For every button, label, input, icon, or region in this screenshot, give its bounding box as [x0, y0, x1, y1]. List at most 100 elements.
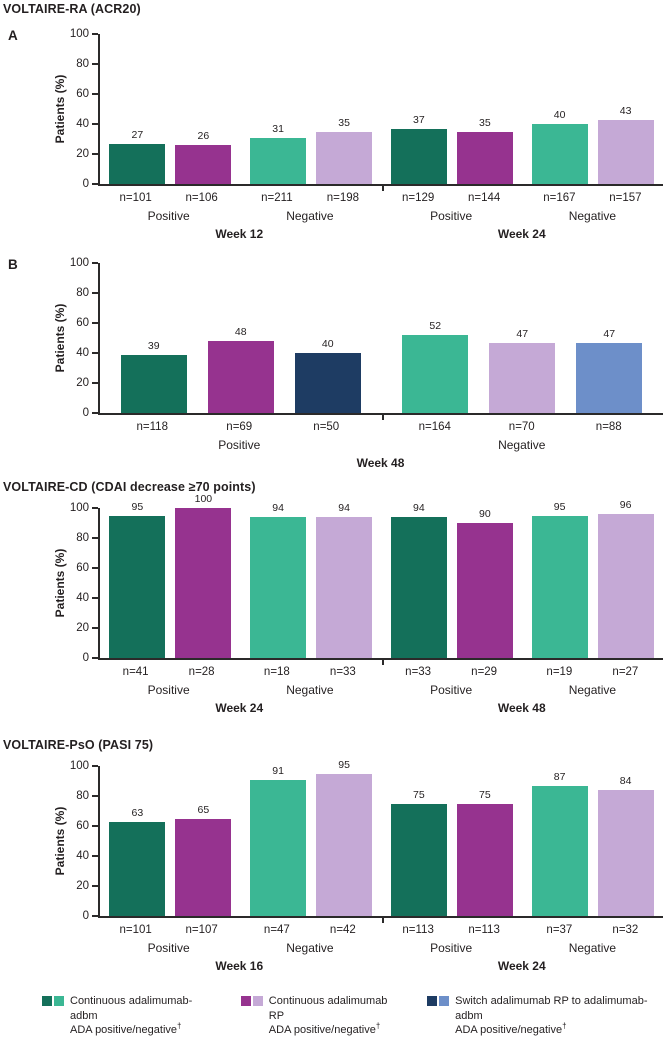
week-labels-row: Week 16 Week 24	[98, 959, 663, 973]
y-tick-label: 60	[76, 562, 89, 574]
bar-n-label: n=144	[467, 192, 501, 204]
subgroup-bars: 40 43	[531, 105, 654, 184]
plot-area-wrap: 63 65 91 95 75 75 87 84 n=101 n=107 n=47 n=42 n=113 n…	[92, 759, 664, 973]
x-axis-divider-tick	[381, 186, 384, 191]
y-axis-tick-labels: 0 20 40 60 80 100	[64, 760, 98, 973]
y-axis-title-column: Patients (%)	[0, 508, 67, 715]
week-group-n-labels: n=101 n=106 n=211 n=198	[98, 192, 381, 205]
y-axis-tick-labels: 0 20 40 60 80 100	[64, 257, 98, 470]
bar-n-label: n=19	[546, 666, 573, 678]
y-axis-tick-labels: 0 20 40 60 80 100	[64, 28, 98, 241]
legend-entry: Continuous adalimumab RP ADA positive/neg…	[240, 994, 401, 1038]
legend-label-line2-text: ADA positive/negative	[70, 1024, 178, 1037]
legend-label-line2-text: ADA positive/negative	[268, 1024, 376, 1037]
subgroup-bars: 94 94	[250, 502, 373, 658]
bar-rp_neg: 84	[597, 775, 654, 916]
bar-adbm_neg: 52	[402, 320, 469, 413]
subgroup-bars: 52 47 47	[402, 320, 643, 413]
bar-n-label: n=27	[612, 666, 639, 678]
bar-n-label: n=106	[185, 192, 218, 204]
y-tick-label: 80	[76, 532, 89, 544]
x-axis-line	[98, 413, 663, 415]
week-group: 75 75 87 84	[382, 766, 664, 916]
week-group: 63 65 91 95	[100, 759, 382, 916]
subgroup-bars: 94 90	[390, 502, 513, 658]
bar-n-label: n=69	[226, 421, 253, 433]
y-tick-label: 0	[82, 910, 89, 922]
subgroup-label: Negative	[568, 209, 617, 223]
y-tick-label: 40	[76, 118, 89, 130]
subgroup-n-labels: n=113 n=113	[390, 924, 512, 937]
plot-area: 95 100 94 94 94 90 95 96	[92, 493, 663, 665]
bar-n-label: n=164	[418, 421, 451, 433]
subgroup-bars: 91 95	[250, 759, 373, 916]
bar-value-label: 63	[131, 806, 144, 819]
y-axis-tick	[92, 537, 98, 539]
bar-n-label: n=42	[329, 924, 356, 936]
bar-value-label: 52	[429, 320, 442, 332]
dagger-symbol: †	[562, 1021, 567, 1031]
bar-adbm_neg: 91	[250, 765, 307, 916]
subgroup-n-labels: n=41 n=28	[108, 666, 230, 679]
bar-n-label: n=50	[313, 421, 340, 433]
week-label: Week 48	[497, 701, 546, 715]
bar-value-label: 84	[619, 775, 632, 787]
dagger-symbol: †	[375, 1021, 381, 1031]
legend-label-line1: Continuous adalimumab-adbm	[70, 995, 193, 1022]
subgroup-n-labels: n=37 n=32	[531, 924, 653, 937]
bar-n-label: n=167	[543, 192, 576, 204]
y-tick-label: 80	[76, 287, 89, 299]
bar-value-label: 95	[131, 500, 144, 513]
subgroup-label: Negative	[286, 941, 334, 955]
bar-value-label: 94	[413, 502, 425, 514]
y-axis-tick	[92, 352, 98, 354]
bar-n-label: n=118	[136, 421, 168, 433]
bar-value-label: 40	[553, 109, 566, 121]
subgroup-n-labels: n=101 n=107	[108, 924, 230, 937]
bar-rp_neg: 94	[316, 502, 373, 658]
bar-value-label: 94	[272, 502, 284, 514]
chart-voltaire-pso: VOLTAIRE-PsO (PASI 75) Patients (%) 0 20 40 6…	[0, 738, 672, 973]
subgroup-bars: 95 96	[531, 499, 654, 658]
plot-area-wrap: 39 48 40 52 47 47 n=118 n=69 n=50 n=164 n=70 n=88 Po…	[92, 262, 663, 470]
y-tick-label: 60	[76, 820, 89, 832]
bar-rp_pos: 26	[175, 130, 232, 184]
bar-value-label: 95	[338, 758, 350, 771]
subgroup-n-labels: n=101 n=106	[108, 192, 230, 205]
legend-swatch-adbm-neg-icon	[54, 996, 64, 1006]
bar-n-label: n=198	[326, 192, 360, 204]
y-tick-label: 20	[76, 622, 89, 634]
x-axis-divider-tick	[381, 415, 384, 420]
subgroup-n-labels: n=211 n=198	[249, 192, 371, 205]
legend-swatch-switch-pos-icon	[427, 996, 438, 1006]
x-axis-line	[98, 916, 663, 918]
y-axis-tick	[92, 412, 98, 414]
section-title: VOLTAIRE-RA (ACR20)	[3, 2, 141, 16]
subgroup-bars: 63 65	[109, 804, 232, 916]
bar-adbm_neg: 31	[250, 123, 307, 184]
y-tick-label: 20	[76, 377, 89, 389]
subgroup-bars: 37 35	[390, 114, 513, 184]
chart-voltaire-cd: VOLTAIRE-CD (CDAI decrease ≥70 points) Pa…	[0, 480, 672, 715]
week-group-sublabels: Positive Negative	[381, 209, 664, 223]
x-axis-line	[98, 184, 663, 186]
week-labels-row: Week 12 Week 24	[98, 227, 663, 241]
subgroup-label: Positive	[430, 941, 473, 955]
week-group: 37 35 40 43	[382, 34, 664, 184]
legend-label-line2: ADA positive/negative†	[268, 1021, 401, 1038]
y-axis-tick	[92, 657, 98, 659]
week-label: Week 12	[215, 227, 264, 241]
week-label: Week 24	[497, 227, 546, 241]
subgroup-label: Negative	[286, 209, 334, 223]
chart-voltaire-ra-panel-b: B Patients (%) 0 20 40 60 80 100 39 48 40 52 47 47 n=1…	[0, 257, 672, 470]
bar-n-label: n=29	[471, 666, 498, 678]
bar-rp_neg: 96	[597, 499, 654, 658]
n-labels-row: n=41 n=28 n=18 n=33 n=33 n=29 n=19 n=27	[98, 666, 663, 679]
bar-n-label: n=157	[609, 192, 642, 204]
week-group-sublabels: Positive Negative	[98, 941, 381, 955]
plot-area-wrap: 27 26 31 35 37 35 40 43 n=101 n=106 n=211 n=198 n=12…	[92, 33, 664, 241]
bar-n-label: n=33	[329, 666, 356, 678]
bar-switch_neg: 47	[576, 328, 643, 413]
bar-adbm_pos: 94	[390, 502, 447, 658]
